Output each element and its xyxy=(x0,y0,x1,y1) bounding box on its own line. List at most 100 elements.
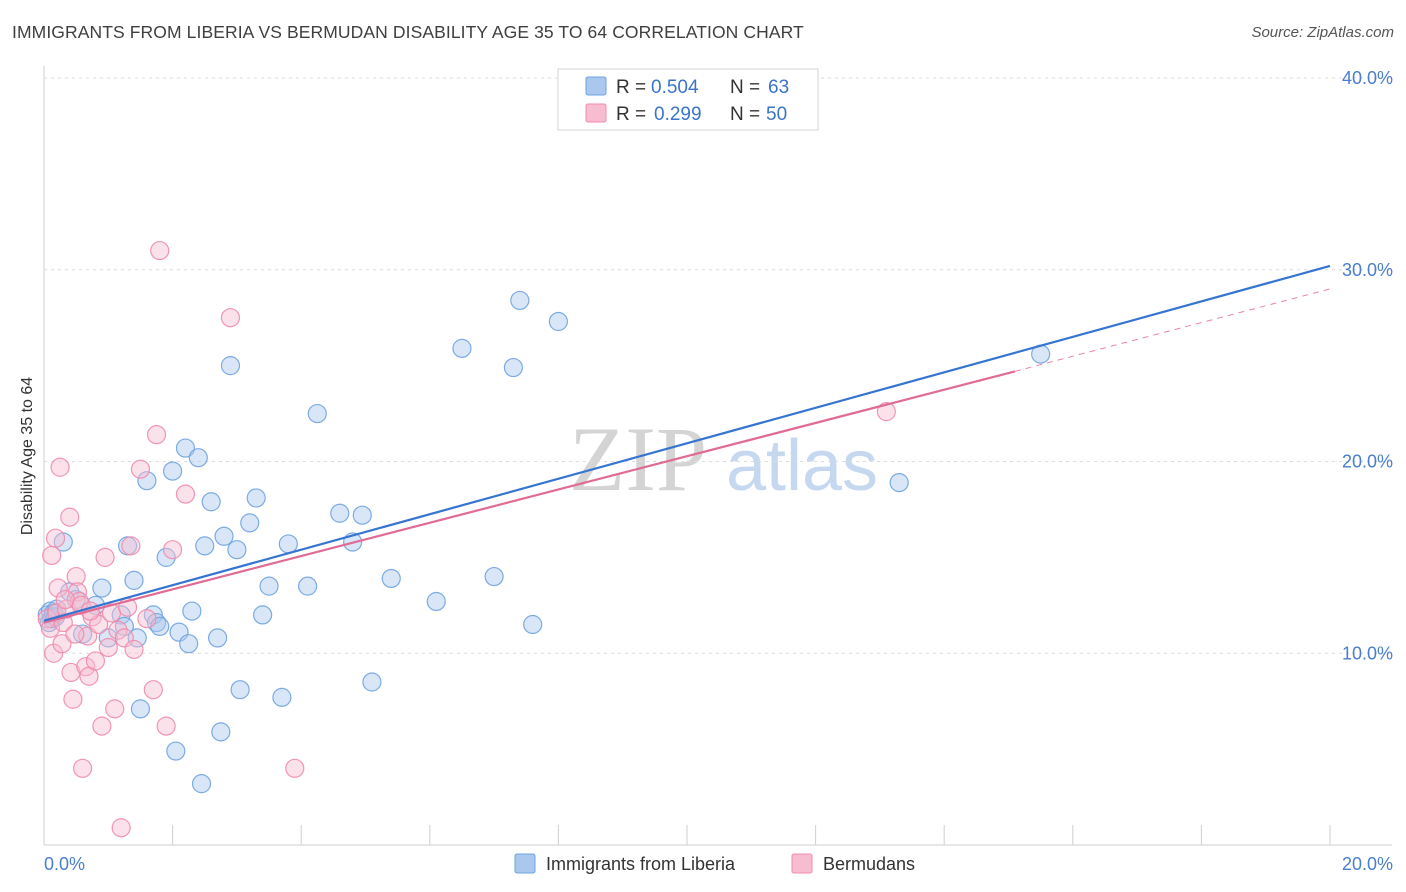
bermudan-point xyxy=(163,540,183,560)
liberia-point xyxy=(230,680,250,700)
bottom-legend-swatch-liberia xyxy=(514,853,536,874)
legend-n-label-1: N = xyxy=(730,77,760,98)
bottom-legend-swatch-bermudans xyxy=(791,853,813,874)
bermudan-point xyxy=(98,637,118,658)
liberia-point xyxy=(130,699,151,719)
bermudan-point xyxy=(108,620,128,640)
bermudan-point xyxy=(92,716,112,736)
liberia-point xyxy=(137,471,157,491)
bermudan-point xyxy=(876,402,896,422)
bermudan-point xyxy=(52,634,72,654)
legend-n-value-2: 50 xyxy=(766,104,787,125)
liberia-point xyxy=(188,448,208,468)
bermudan-point xyxy=(63,689,83,709)
liberia-point xyxy=(220,356,241,376)
bermudan-point xyxy=(50,457,70,477)
liberia-point xyxy=(503,357,523,378)
x-tick-label: 20.0% xyxy=(1342,854,1393,874)
liberia-point xyxy=(452,338,472,358)
liberia-point xyxy=(240,513,260,533)
bermudan-point xyxy=(220,308,241,328)
liberia-point xyxy=(179,634,199,654)
liberia-point xyxy=(92,578,112,598)
bermudan-point xyxy=(42,545,62,566)
bermudan-point xyxy=(65,624,85,644)
liberia-point xyxy=(163,461,183,481)
stats-legend: R = 0.504 N = 63 R = 0.299 N = 50 xyxy=(557,68,819,131)
bermudan-point xyxy=(60,507,80,527)
watermark-zip: ZIP xyxy=(569,408,707,510)
bermudan-point xyxy=(55,589,75,610)
legend-r-value-1: 0.504 xyxy=(651,77,699,98)
bermudan-point xyxy=(121,536,141,556)
y-tick-label: 30.0% xyxy=(1342,260,1393,280)
liberia-point xyxy=(201,492,221,512)
liberia-point xyxy=(381,568,401,589)
watermark-atlas: atlas xyxy=(726,426,878,506)
bermudan-point xyxy=(66,566,86,587)
liberia-point xyxy=(195,536,215,556)
bermudan-point xyxy=(44,643,64,663)
liberia-point xyxy=(426,591,446,612)
liberia-point xyxy=(182,601,202,621)
liberia-point xyxy=(191,774,212,794)
legend-r-label-1: R = xyxy=(616,77,646,98)
liberia-point xyxy=(889,472,909,493)
bermudan-point xyxy=(156,716,176,736)
legend-swatch-bermudans xyxy=(585,103,607,123)
bermudan-point xyxy=(61,662,81,683)
liberia-point xyxy=(298,576,318,596)
liberia-point xyxy=(175,438,196,458)
bermudan-point xyxy=(95,547,115,567)
trend-extension-1 xyxy=(1014,288,1331,372)
liberia-point xyxy=(156,547,176,567)
bermudan-point xyxy=(130,459,151,479)
liberia-point xyxy=(484,566,504,587)
bottom-legend-label-bermudans: Bermudans xyxy=(823,854,915,874)
liberia-point xyxy=(523,614,543,635)
liberia-point xyxy=(510,290,530,311)
bermudan-point xyxy=(72,758,93,778)
bermudan-point xyxy=(85,651,106,671)
legend-r-label-2: R = xyxy=(616,104,646,125)
liberia-point xyxy=(362,672,382,692)
liberia-point xyxy=(66,589,86,610)
bottom-legend-label-liberia: Immigrants from Liberia xyxy=(546,854,736,874)
liberia-point xyxy=(259,576,279,596)
bermudan-point xyxy=(143,680,163,700)
series-legend: Immigrants from Liberia Bermudans xyxy=(514,853,915,874)
liberia-point xyxy=(214,526,234,546)
bermudan-point xyxy=(124,639,144,660)
liberia-point xyxy=(278,534,298,554)
liberia-point xyxy=(352,505,372,525)
bermudan-point xyxy=(111,818,131,838)
liberia-point xyxy=(208,628,228,648)
bermudan-point xyxy=(285,758,305,778)
legend-n-label-2: N = xyxy=(730,104,760,125)
liberia-point xyxy=(307,403,327,424)
y-tick-label: 10.0% xyxy=(1342,643,1393,663)
liberia-point xyxy=(548,311,569,332)
legend-n-value-1: 63 xyxy=(768,77,789,98)
legend-r-value-2: 0.299 xyxy=(654,104,702,125)
liberia-point xyxy=(253,605,273,625)
bermudan-point xyxy=(48,578,68,598)
legend-swatch-liberia xyxy=(585,76,607,96)
trend-line-bermudans xyxy=(43,370,1016,624)
liberia-point xyxy=(246,488,266,508)
liberia-point xyxy=(211,722,231,742)
bermudan-point xyxy=(175,484,196,504)
chart-title: IMMIGRANTS FROM LIBERIA VS BERMUDAN DISA… xyxy=(12,22,804,42)
liberia-point xyxy=(166,741,186,761)
liberia-point xyxy=(124,570,144,590)
source-credit: Source: ZipAtlas.com xyxy=(1251,24,1394,41)
y-tick-label: 40.0% xyxy=(1342,68,1393,88)
y-tick-label: 20.0% xyxy=(1342,452,1393,472)
liberia-point xyxy=(227,540,247,560)
liberia-point xyxy=(272,687,292,707)
liberia-point xyxy=(330,503,350,523)
x-tick-label: 0.0% xyxy=(44,854,85,874)
bermudan-point xyxy=(45,528,66,548)
bermudan-point xyxy=(146,425,167,445)
